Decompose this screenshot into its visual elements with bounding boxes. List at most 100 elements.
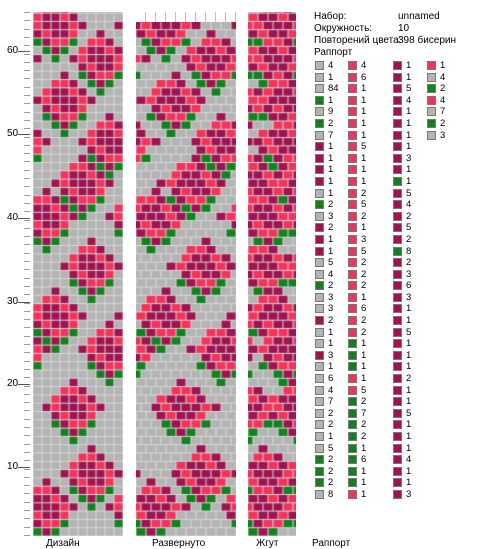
color-swatch [427,72,436,82]
bead-count: 5 [361,384,367,396]
color-swatch [348,107,357,117]
ruler-tick [24,410,30,411]
color-swatch [393,258,402,268]
color-swatch [348,130,357,140]
rapport-entry: 3 [314,292,354,304]
bead-count: 5 [406,326,412,338]
bead-count: 5 [406,407,412,419]
ruler-label: 10 [7,461,19,472]
ruler-tick [24,54,30,55]
rapport-entry: 1 [347,222,387,234]
design-bead-grid[interactable] [33,12,123,536]
rapport-entry: 1 [314,141,354,153]
bead-count: 4 [328,60,334,71]
rapport-entry: 2 [347,396,387,408]
ruler-tick [24,386,30,387]
ruler-tick [24,294,30,295]
color-swatch [315,61,324,70]
rapport-entry: 1 [392,338,432,350]
bead-count: 6 [361,454,367,466]
rapport-entry: 1 [347,292,387,304]
rapport-entry: 6 [314,373,354,385]
rapport-entry: 4 [392,199,432,211]
color-swatch [348,258,357,268]
ruler-tick [24,394,30,395]
rapport-entry: 3 [347,234,387,246]
color-swatch [348,269,357,279]
rapport-entry: 1 [314,95,354,107]
rapport-entry: 1 [347,118,387,130]
bead-count: 1 [361,152,367,164]
ruler-major-tick [18,134,30,135]
color-swatch [348,281,357,291]
color-swatch [427,107,436,117]
bead-count: 1 [406,349,412,361]
color-swatch [393,61,402,70]
rope-view[interactable] [248,12,296,536]
bead-count: 5 [406,83,412,95]
ruler-tick [24,195,30,196]
color-swatch [393,339,402,349]
ruler-tick [24,527,30,528]
ruler-tick [24,269,30,270]
color-swatch [348,478,357,488]
rapport-entry: 5 [347,141,387,153]
rapport-entry: 7 [347,408,387,420]
rope-bead-grid[interactable] [248,12,296,536]
bead-count: 84 [328,83,339,95]
bead-count: 5 [328,442,334,454]
bead-count: 5 [406,222,412,234]
rapport-entry: 4 [314,385,354,397]
rapport-entry: 2 [314,408,354,420]
bead-count: 1 [328,326,334,338]
rapport-entry: 2 [314,477,354,489]
ruler-tick [24,344,30,345]
bead-count: 6 [328,373,334,385]
color-swatch [348,466,357,476]
rapport-entry: 2 [347,188,387,200]
rapport-entry: 4 [347,60,387,72]
ruler-major-tick [18,302,30,303]
bead-count: 2 [361,326,367,338]
color-swatch [393,327,402,337]
unrolled-bead-grid[interactable] [136,22,236,536]
rapport-entry: 3 [392,489,432,501]
color-swatch [315,408,324,418]
rapport-entry: 1 [347,361,387,373]
bead-count: 1 [406,60,412,71]
color-swatch [427,61,436,70]
bead-count: 1 [361,83,367,95]
bead-count: 3 [361,233,367,245]
bead-count: 5 [361,141,367,153]
rapport-entry: 1 [392,72,432,84]
ruler-tick [24,502,30,503]
design-view[interactable] [33,12,123,536]
color-swatch [348,72,357,82]
bead-count: 2 [361,280,367,292]
rapport-entry: 1 [426,60,466,72]
rapport-entry: 5 [392,327,432,339]
color-swatch [315,176,324,186]
color-swatch [348,327,357,337]
bead-count: 1 [361,222,367,234]
bead-count: 3 [328,291,334,303]
rapport-entry: 2 [347,280,387,292]
bead-count: 2 [406,257,412,269]
ruler-tick [24,369,30,370]
bead-count: 8 [328,488,334,500]
ruler-label: 50 [7,128,19,139]
rapport-entry: 1 [392,106,432,118]
rapport-entry: 1 [347,373,387,385]
rapport-entry: 1 [392,315,432,327]
rapport-entry: 84 [314,83,354,95]
ruler-tick [24,20,30,21]
rapport-entry: 2 [347,431,387,443]
rapport-entry: 2 [314,222,354,234]
bead-count: 7 [328,129,334,141]
rapport-entry: 6 [392,280,432,292]
ruler-tick [24,427,30,428]
rapport-entry: 3 [392,292,432,304]
unrolled-view[interactable] [136,22,236,536]
